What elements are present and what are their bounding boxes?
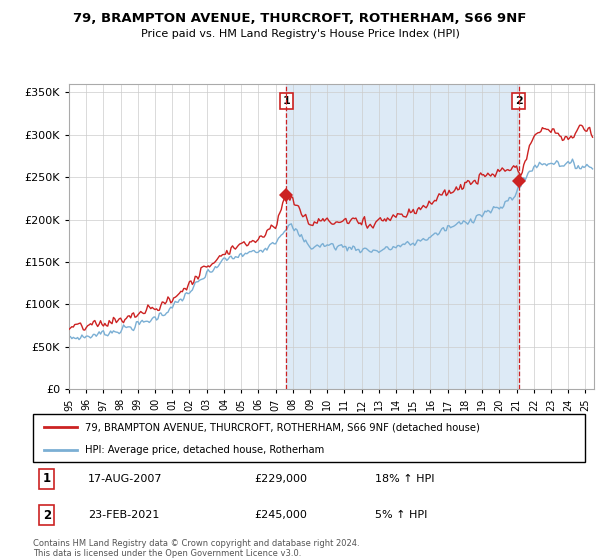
Bar [286, 84, 519, 389]
Text: 17-AUG-2007: 17-AUG-2007 [88, 474, 163, 484]
Text: 23-FEB-2021: 23-FEB-2021 [88, 510, 160, 520]
Text: 1: 1 [43, 472, 51, 486]
Text: Contains HM Land Registry data © Crown copyright and database right 2024.
This d: Contains HM Land Registry data © Crown c… [33, 539, 359, 558]
Text: £245,000: £245,000 [254, 510, 307, 520]
FancyBboxPatch shape [33, 414, 585, 462]
Text: £229,000: £229,000 [254, 474, 307, 484]
Text: Price paid vs. HM Land Registry's House Price Index (HPI): Price paid vs. HM Land Registry's House … [140, 29, 460, 39]
Text: HPI: Average price, detached house, Rotherham: HPI: Average price, detached house, Roth… [85, 445, 325, 455]
Text: 18% ↑ HPI: 18% ↑ HPI [375, 474, 435, 484]
Text: 79, BRAMPTON AVENUE, THURCROFT, ROTHERHAM, S66 9NF: 79, BRAMPTON AVENUE, THURCROFT, ROTHERHA… [73, 12, 527, 25]
Text: 2: 2 [43, 508, 51, 522]
Text: 2: 2 [515, 96, 523, 106]
Text: 5% ↑ HPI: 5% ↑ HPI [375, 510, 428, 520]
Text: 79, BRAMPTON AVENUE, THURCROFT, ROTHERHAM, S66 9NF (detached house): 79, BRAMPTON AVENUE, THURCROFT, ROTHERHA… [85, 422, 481, 432]
Text: 1: 1 [283, 96, 290, 106]
